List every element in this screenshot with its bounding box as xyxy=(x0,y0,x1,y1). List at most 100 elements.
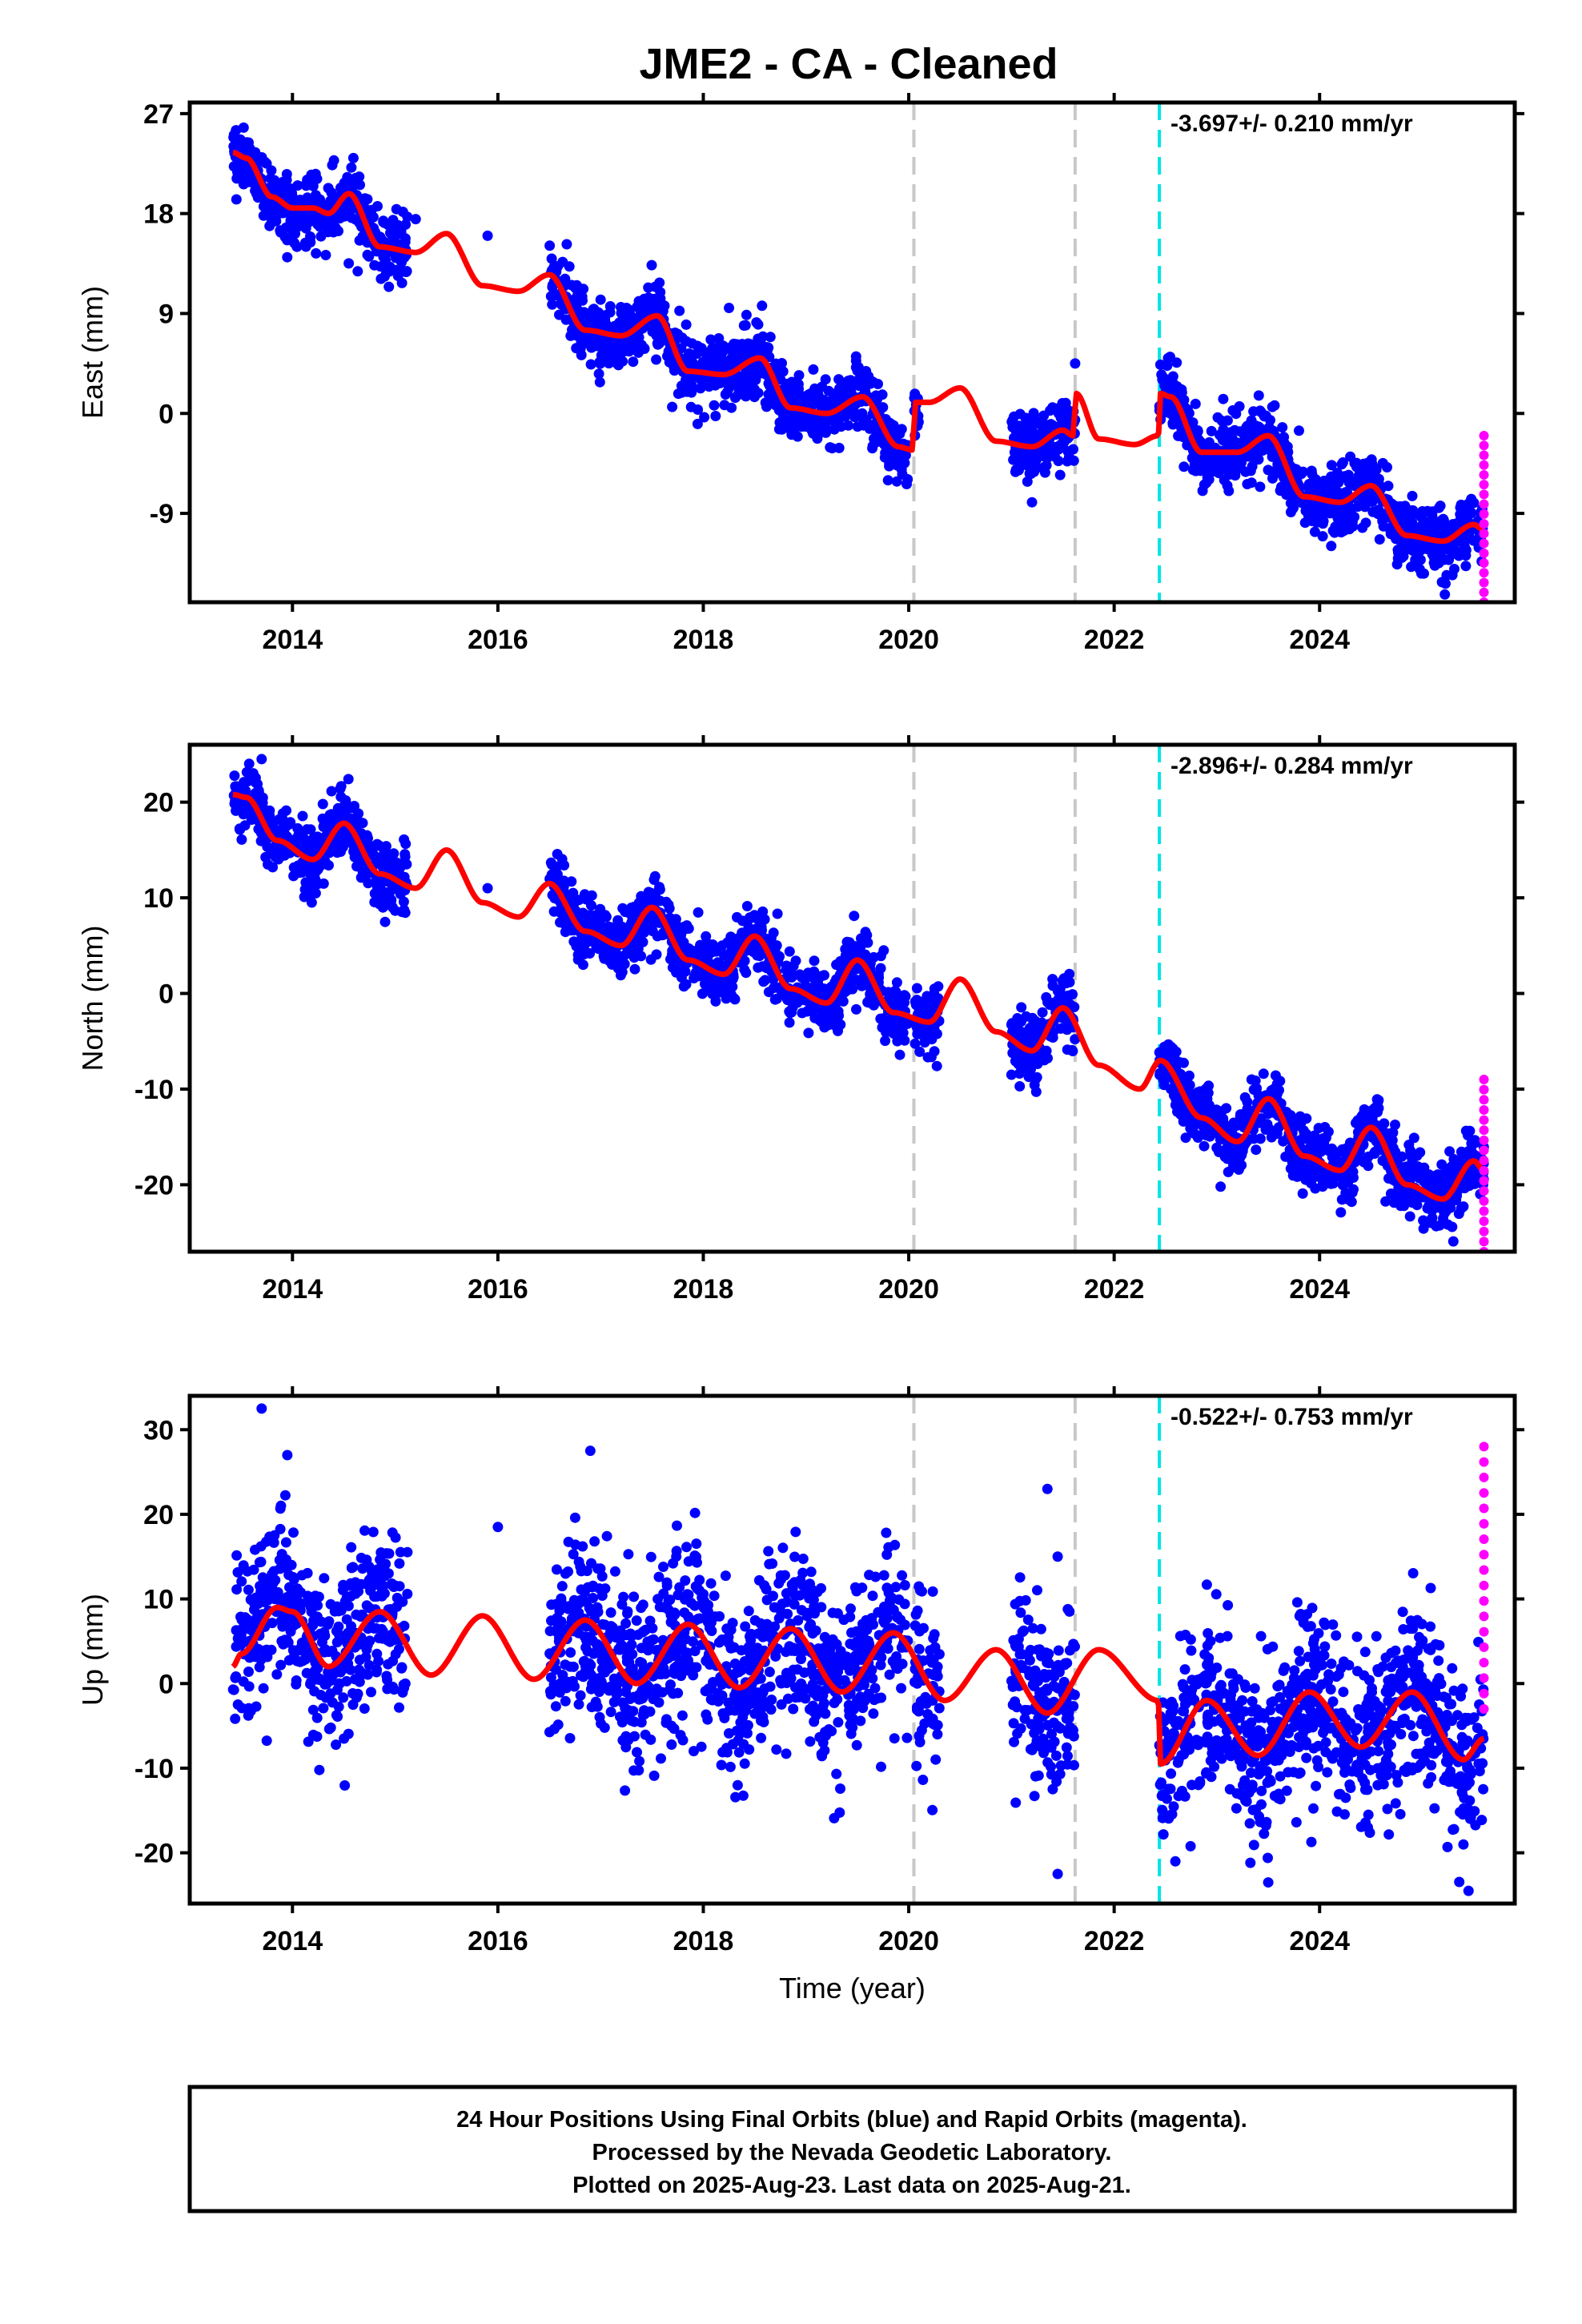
north-point-2233 xyxy=(1424,1197,1435,1208)
north-point-91 xyxy=(343,774,354,785)
east-point-2347 xyxy=(724,303,735,314)
north-point-2303 xyxy=(1315,1172,1326,1183)
north-point-433 xyxy=(296,866,307,878)
east-point-914 xyxy=(833,374,845,385)
north-point-1292 xyxy=(728,947,739,958)
east-point-2188 xyxy=(1223,469,1235,480)
east-point-1319 xyxy=(726,375,737,385)
north-point-972 xyxy=(545,857,556,868)
east-point-2085 xyxy=(1213,468,1224,479)
east-point-1978 xyxy=(1267,401,1278,412)
north-point-984 xyxy=(648,875,660,885)
east-point-1053 xyxy=(873,379,883,389)
east-point-2187 xyxy=(1436,577,1447,588)
east-ytick-label-0: 27 xyxy=(143,99,174,130)
east-point-449 xyxy=(628,356,639,368)
north-point-1195 xyxy=(897,1027,909,1039)
east-point-2118 xyxy=(1407,505,1419,516)
north-point-2391 xyxy=(1236,1149,1247,1160)
north-point-1069 xyxy=(769,994,781,1005)
north-point-2384 xyxy=(1300,1174,1311,1185)
east-point-1118 xyxy=(686,387,697,398)
north-point-1265 xyxy=(680,923,691,935)
north-point-1286 xyxy=(697,947,708,958)
east-point-1075 xyxy=(571,343,582,354)
east-point-1343 xyxy=(902,474,913,485)
north-point-2269 xyxy=(1399,1193,1411,1204)
north-point-1340 xyxy=(831,959,842,971)
north-point-2254 xyxy=(1158,1074,1169,1085)
north-point-419 xyxy=(355,872,367,883)
north-point-1330 xyxy=(632,943,644,955)
east-point-2133 xyxy=(1297,467,1308,478)
east-point-1689 xyxy=(1439,589,1451,600)
north-point-1221 xyxy=(822,1019,833,1031)
north-point-1244 xyxy=(722,937,733,948)
east-point-304 xyxy=(327,159,338,171)
north-point-351 xyxy=(306,878,317,889)
north-point-1550 xyxy=(1037,1007,1048,1018)
north-point-2363 xyxy=(1425,1214,1436,1225)
north-point-1163 xyxy=(719,950,730,961)
east-point-1519 xyxy=(1056,408,1067,418)
north-point-2352 xyxy=(1310,1183,1321,1194)
north-point-322 xyxy=(299,891,310,903)
north-point-1199 xyxy=(707,939,718,950)
east-point-2160 xyxy=(1343,524,1355,535)
east-point-2180 xyxy=(1460,535,1471,546)
east-point-1215 xyxy=(692,348,703,360)
east-point-2313 xyxy=(1355,472,1366,482)
east-point-2236 xyxy=(1234,401,1245,412)
east-point-1205 xyxy=(639,343,650,354)
east-point-1984 xyxy=(1415,568,1427,579)
north-point-1802 xyxy=(1215,1181,1227,1192)
north-point-387 xyxy=(364,840,375,851)
north-point-952 xyxy=(617,903,628,914)
east-ytick-label-3: 0 xyxy=(159,399,174,429)
north-point-524 xyxy=(701,931,712,942)
north-point-1279 xyxy=(665,912,676,923)
north-point-1039 xyxy=(645,887,656,899)
north-point-2087 xyxy=(1411,1200,1423,1211)
east-point-910 xyxy=(765,332,776,343)
east-point-1980 xyxy=(1391,559,1403,570)
east-point-1229 xyxy=(884,458,895,469)
east-point-2242 xyxy=(1435,501,1446,512)
east-point-845 xyxy=(593,368,604,380)
east-point-1505 xyxy=(1038,451,1049,461)
north-point-1125 xyxy=(612,951,623,963)
north-point-2033 xyxy=(1188,1120,1199,1132)
east-point-1507 xyxy=(1031,463,1042,473)
north-model-fit-line xyxy=(231,791,1485,1202)
east-point-346 xyxy=(327,227,339,238)
east-point-1069 xyxy=(571,279,582,291)
up-point-115 xyxy=(367,1526,379,1538)
north-point-2079 xyxy=(1355,1155,1367,1166)
east-point-908 xyxy=(699,412,710,423)
east-point-1294 xyxy=(753,388,764,399)
north-point-359 xyxy=(281,805,291,816)
east-point-2159 xyxy=(1162,360,1173,372)
north-rapid-point-6 xyxy=(1479,1186,1489,1196)
east-point-1272 xyxy=(608,324,619,335)
up-plot-area xyxy=(227,1396,1489,1904)
east-model-fit-line xyxy=(231,149,1485,545)
east-point-1965 xyxy=(1267,472,1278,484)
north-point-2392 xyxy=(1271,1079,1283,1090)
north-point-1573 xyxy=(1052,986,1063,997)
north-point-1034 xyxy=(678,981,689,992)
north-point-1574 xyxy=(1061,1017,1072,1028)
north-point-2371 xyxy=(1444,1146,1456,1157)
east-rapid-point-3 xyxy=(1479,568,1489,578)
east-point-1345 xyxy=(693,404,704,415)
east-point-2144 xyxy=(1264,423,1275,434)
north-point-944 xyxy=(851,1003,861,1015)
north-point-2297 xyxy=(1438,1213,1448,1224)
east-point-409 xyxy=(252,192,263,203)
north-point-2181 xyxy=(1404,1211,1415,1222)
north-point-1301 xyxy=(768,974,779,985)
east-point-954 xyxy=(697,356,709,368)
north-rapid-point-11 xyxy=(1479,1135,1489,1145)
east-point-1473 xyxy=(1014,450,1026,461)
